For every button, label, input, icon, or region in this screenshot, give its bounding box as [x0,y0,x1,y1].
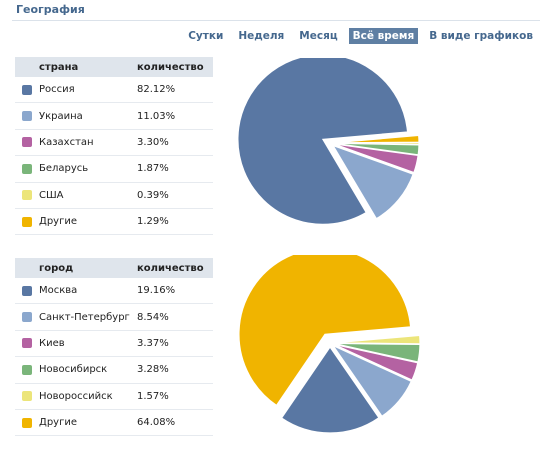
legend-swatch [22,285,32,296]
country-column-header: страна [39,61,79,73]
row-value: 8.54% [137,311,169,323]
pie-slice [238,255,412,407]
table-row: Санкт-Петербург 8.54% [15,304,213,331]
table-row: Казахстан 3.30% [15,130,213,157]
legend-swatch [22,338,32,349]
row-value: 3.37% [137,337,169,349]
cities-pie-chart [238,255,421,434]
section-header: География [12,0,540,21]
legend-swatch [22,137,32,148]
row-name-cell: Новосибирск [15,364,137,375]
row-name: Украина [39,110,83,122]
row-name: Киев [39,337,65,349]
count-column-header: количество [137,61,204,73]
table-row: Новосибирск 3.28% [15,357,213,384]
count-column-header: количество [137,262,204,274]
pie-slice [237,58,409,225]
pie-slice [333,343,419,381]
legend-swatch [22,391,32,402]
row-name: Санкт-Петербург [39,311,130,323]
table-row: Другие 1.29% [15,209,213,236]
legend-swatch [22,216,32,227]
table-row: США 0.39% [15,183,213,209]
legend-swatch [22,163,32,174]
row-name-cell: Другие [15,216,137,227]
table-row: Украина 11.03% [15,103,213,130]
city-column-header: город [39,262,74,274]
table-row: Киев 3.37% [15,331,213,358]
row-name-cell: Киев [15,338,137,349]
row-value: 3.28% [137,364,169,376]
countries-table-header: страна количество [15,57,213,77]
cities-table: город количество Москва 19.16% Санкт-Петер… [15,258,213,437]
row-name: США [39,189,64,201]
tab-all-time[interactable]: Всё время [348,28,419,44]
tab-week[interactable]: Неделя [238,30,285,42]
pie-slice [333,342,421,363]
table-row: Другие 64.08% [15,410,213,437]
row-value: 1.57% [137,390,169,402]
row-name-cell: Россия [15,84,137,95]
row-name-cell: США [15,190,137,201]
legend-swatch [22,312,32,323]
pie-slice [333,334,421,345]
row-name: Другие [39,417,77,429]
legend-swatch [22,364,32,375]
row-value: 11.03% [137,110,176,122]
row-name-cell: Казахстан [15,137,137,148]
row-name-cell: Санкт-Петербург [15,312,137,323]
row-name: Казахстан [39,136,94,148]
pie-slice [333,143,419,174]
table-row: Россия 82.12% [15,77,213,104]
row-value: 1.87% [137,163,169,175]
row-name: Новосибирск [39,364,108,376]
row-name: Новороссийск [39,390,113,402]
period-tabs: Сутки Неделя Месяц Всё время В виде граф… [177,27,537,45]
row-value: 1.29% [137,216,169,228]
section-title: География [16,3,85,16]
legend-swatch [22,190,32,201]
table-row: Новороссийск 1.57% [15,384,213,410]
row-name-cell: Украина [15,111,137,122]
legend-swatch [22,84,32,95]
legend-swatch [22,111,32,122]
cities-table-header: город количество [15,258,213,278]
row-name-cell: Новороссийск [15,391,137,402]
row-name: Россия [39,84,75,96]
pie-slice [331,344,413,418]
tab-as-graphs[interactable]: В виде графиков [429,30,533,42]
tab-day[interactable]: Сутки [188,30,224,42]
countries-table: страна количество Россия 82.12% Украина 11.… [15,57,213,236]
row-value: 3.30% [137,136,169,148]
row-value: 82.12% [137,84,176,96]
pie-slice [333,142,420,156]
table-row: Беларусь 1.87% [15,156,213,183]
row-value: 19.16% [137,285,176,297]
tab-month[interactable]: Месяц [299,30,338,42]
row-value: 64.08% [137,417,176,429]
row-name-cell: Другие [15,417,137,428]
row-name-cell: Беларусь [15,163,137,174]
row-name: Москва [39,285,78,297]
row-name: Беларусь [39,163,89,175]
pie-slice [280,345,380,434]
pie-slice [331,144,414,220]
row-name: Другие [39,216,77,228]
countries-pie-chart [237,58,420,225]
row-value: 0.39% [137,189,169,201]
legend-swatch [22,417,32,428]
row-name-cell: Москва [15,285,137,296]
table-row: Москва 19.16% [15,278,213,305]
